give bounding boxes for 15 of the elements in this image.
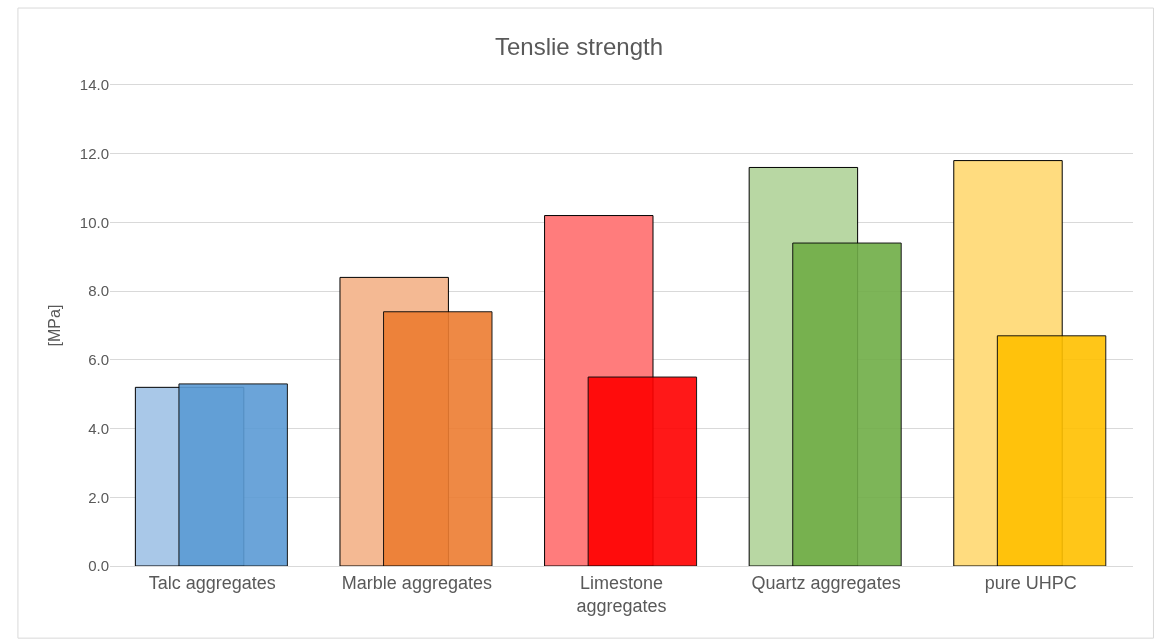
- x-tick-label: pure UHPC: [984, 572, 1077, 593]
- y-tick-label: 8.0: [88, 282, 109, 300]
- y-tick-label: 4.0: [88, 419, 109, 437]
- x-tick-label: Marble aggregates: [341, 572, 492, 593]
- y-tick-label: 14.0: [79, 76, 109, 94]
- y-tick-label: 12.0: [79, 144, 109, 162]
- y-axis-title: [MPa]: [45, 304, 63, 347]
- x-tick-label: Quartz aggregates: [751, 572, 901, 593]
- y-tick-label: 2.0: [88, 488, 109, 506]
- x-tick-label: Limestone aggregates: [576, 572, 667, 616]
- y-tick-label: 10.0: [79, 213, 109, 231]
- chart-title: Tenslie strength: [494, 33, 664, 61]
- x-tick-label: Talc aggregates: [148, 572, 276, 593]
- y-tick-label: 6.0: [88, 351, 109, 369]
- y-tick-label: 0.0: [88, 557, 109, 575]
